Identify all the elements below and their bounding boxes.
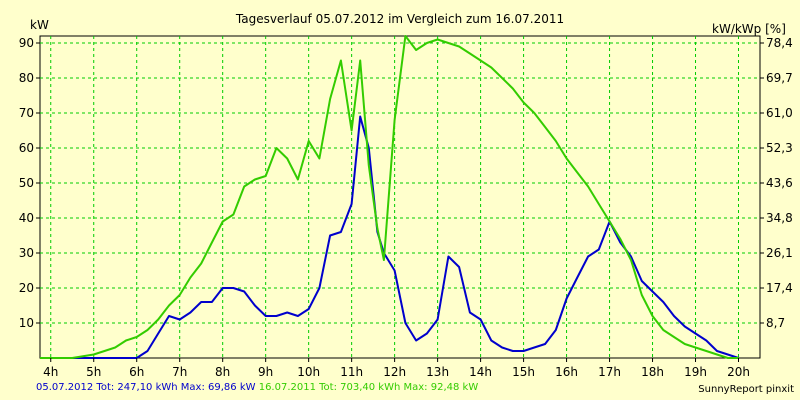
y-tick-label-left: 30 (19, 246, 34, 260)
x-tick-label: 20h (727, 365, 750, 379)
y-tick-label-right: 17,4 (766, 281, 793, 295)
y-tick-label-right: 52,3 (766, 141, 793, 155)
legend-series-1: 05.07.2012 Tot: 247,10 kWh Max: 69,86 kW (36, 382, 256, 393)
footer-legend: 05.07.2012 Tot: 247,10 kWh Max: 69,86 kW… (36, 382, 478, 393)
series-lines (40, 35, 739, 359)
x-tick-label: 15h (512, 365, 535, 379)
x-tick-label: 4h (43, 365, 58, 379)
y-tick-label-right: 61,0 (766, 106, 793, 120)
x-tick-label: 7h (172, 365, 187, 379)
y-tick-label-left: 90 (19, 36, 34, 50)
chart-title: Tagesverlauf 05.07.2012 im Vergleich zum… (235, 12, 564, 26)
y-tick-label-left: 50 (19, 176, 34, 190)
x-tick-label: 17h (598, 365, 621, 379)
y-tick-label-right: 78,4 (766, 36, 793, 50)
series-line-1 (40, 115, 739, 359)
y-tick-label-right: 26,1 (766, 246, 793, 260)
y-tick-label-right: 43,6 (766, 176, 793, 190)
legend-series-2: 16.07.2011 Tot: 703,40 kWh Max: 92,48 kW (258, 382, 479, 393)
y-tick-label-left: 70 (19, 106, 34, 120)
series-line-2 (40, 35, 739, 359)
x-tick-label: 8h (215, 365, 230, 379)
y-tick-label-left: 80 (19, 71, 34, 85)
credit-label: SunnyReport pinxit (698, 384, 794, 395)
y-tick-label-left: 20 (19, 281, 34, 295)
y-tick-label-left: 60 (19, 141, 34, 155)
x-tick-label: 9h (258, 365, 273, 379)
y-tick-label-right: 8,7 (766, 316, 785, 330)
y-tick-label-left: 10 (19, 316, 34, 330)
grid (40, 36, 760, 358)
y-axis-label-right: kW/kWp [%] (712, 22, 786, 36)
x-tick-label: 16h (555, 365, 578, 379)
x-tick-label: 6h (129, 365, 144, 379)
x-tick-label: 13h (426, 365, 449, 379)
x-tick-label: 12h (383, 365, 406, 379)
y-tick-label-left: 40 (19, 211, 34, 225)
plot-area (39, 35, 761, 359)
x-tick-label: 11h (340, 365, 363, 379)
x-tick-label: 5h (86, 365, 101, 379)
y-tick-label-right: 69,7 (766, 71, 793, 85)
x-tick-label: 18h (641, 365, 664, 379)
x-tick-label: 14h (469, 365, 492, 379)
y-tick-label-right: 34,8 (766, 211, 793, 225)
x-tick-label: 19h (684, 365, 707, 379)
y-axis-label-left: kW (30, 18, 49, 32)
x-tick-label: 10h (297, 365, 320, 379)
axes: 4h 5h 6h 7h 8h 9h 10h 11h 12h 13h 14h 15h 16h 17h 18h 1… (19, 36, 793, 379)
